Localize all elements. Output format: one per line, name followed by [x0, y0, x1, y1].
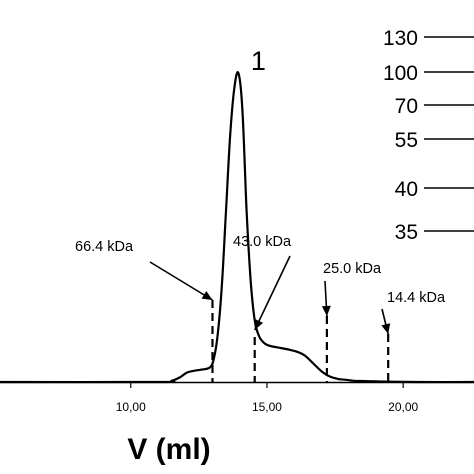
ladder-label: 130: [383, 27, 418, 50]
marker-arrow-head: [381, 323, 391, 334]
x-tick-label: 15,00: [252, 400, 282, 414]
marker-label: 14.4 kDa: [387, 290, 446, 306]
x-tick-label: 10,00: [116, 400, 146, 414]
marker-250kda: 25.0 kDa: [321, 261, 382, 382]
marker-label: 66.4 kDa: [75, 239, 134, 255]
peak-label: 1: [251, 46, 266, 76]
marker-144kda: 14.4 kDa: [381, 290, 446, 382]
calibration-markers: 66.4 kDa 43.0 kDa 25.0 kDa 14.4 kDa: [75, 234, 446, 382]
marker-arrow-shaft: [253, 255, 291, 331]
ladder-label: 40: [395, 178, 418, 201]
x-tick-label: 20,00: [388, 400, 418, 414]
ladder-band-55: 55: [395, 129, 474, 152]
marker-arrow-head: [201, 290, 213, 300]
ladder-band-35: 35: [395, 221, 474, 244]
ladder-band-70: 70: [395, 95, 474, 118]
marker-430kda: 43.0 kDa: [233, 234, 292, 382]
ladder-band-100: 100: [383, 62, 474, 85]
ladder-label: 70: [395, 95, 418, 118]
x-axis-title: V (ml): [127, 433, 210, 466]
marker-label: 43.0 kDa: [233, 234, 292, 250]
elution-curve: [0, 71, 474, 384]
marker-arrow-head: [321, 305, 331, 316]
x-axis: 10,00 15,00 20,00: [0, 381, 474, 414]
elution-curve-layer: 1: [0, 46, 474, 384]
ladder-label: 35: [395, 221, 418, 244]
molecular-weight-ladder: 130 100 70 55 40 35: [383, 27, 474, 244]
marker-label: 25.0 kDa: [323, 261, 382, 277]
marker-664kda: 66.4 kDa: [75, 239, 214, 382]
ladder-label: 100: [383, 62, 418, 85]
ladder-band-40: 40: [395, 178, 474, 201]
ladder-band-130: 130: [383, 27, 474, 50]
ladder-label: 55: [395, 129, 418, 152]
marker-arrow-shaft: [149, 261, 213, 301]
